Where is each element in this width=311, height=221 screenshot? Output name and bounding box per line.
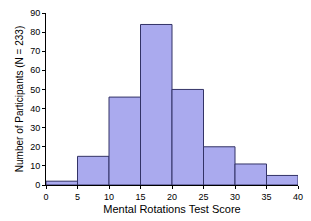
svg-text:30: 30 <box>230 192 240 202</box>
svg-text:20: 20 <box>167 192 177 202</box>
svg-text:10: 10 <box>104 192 114 202</box>
svg-text:25: 25 <box>198 192 208 202</box>
svg-text:40: 40 <box>30 104 40 114</box>
svg-text:50: 50 <box>30 85 40 95</box>
svg-text:10: 10 <box>30 161 40 171</box>
svg-text:35: 35 <box>261 192 271 202</box>
svg-text:30: 30 <box>30 123 40 133</box>
svg-text:5: 5 <box>75 192 80 202</box>
svg-text:Mental Rotations Test Score: Mental Rotations Test Score <box>103 203 240 215</box>
svg-text:20: 20 <box>30 142 40 152</box>
svg-text:90: 90 <box>30 8 40 18</box>
svg-text:40: 40 <box>293 192 303 202</box>
svg-text:80: 80 <box>30 27 40 37</box>
svg-text:0: 0 <box>35 180 40 190</box>
svg-text:Number of Participants (N = 23: Number of Participants (N = 233) <box>14 26 25 172</box>
svg-text:0: 0 <box>43 192 48 202</box>
svg-text:15: 15 <box>135 192 145 202</box>
svg-text:60: 60 <box>30 65 40 75</box>
svg-text:70: 70 <box>30 46 40 56</box>
